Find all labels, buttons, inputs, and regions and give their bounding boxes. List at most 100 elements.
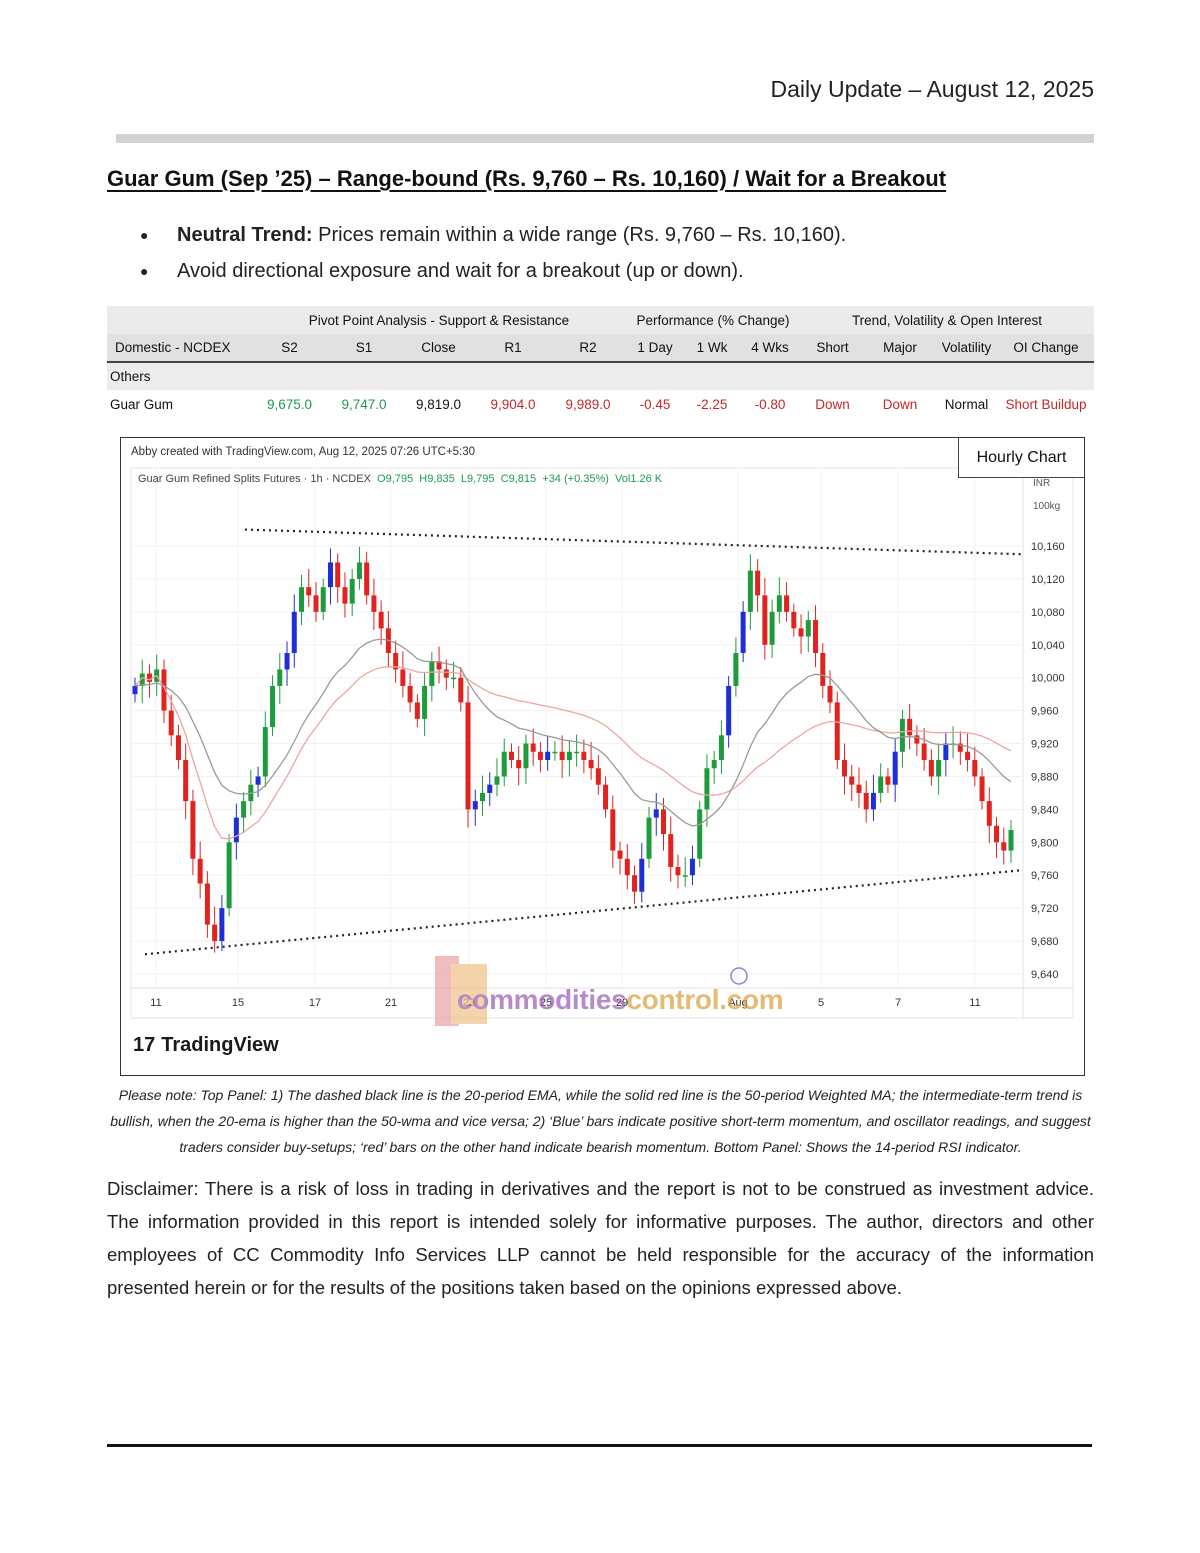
candle-body bbox=[856, 784, 862, 793]
candle-body bbox=[914, 735, 920, 744]
y-tick-label: 10,160 bbox=[1031, 541, 1065, 553]
candle-body bbox=[603, 784, 609, 810]
candle-body bbox=[559, 751, 565, 760]
watermark-shape bbox=[451, 964, 487, 1024]
x-tick-label: 5 bbox=[818, 997, 824, 1009]
candle-body bbox=[537, 751, 543, 760]
tradingview-mark-icon: 17 bbox=[133, 1034, 156, 1056]
candle-body bbox=[1008, 829, 1014, 851]
y-tick-label: 9,680 bbox=[1031, 936, 1059, 948]
candle-body bbox=[422, 685, 428, 719]
x-tick-label: 15 bbox=[232, 997, 244, 1009]
candle-body bbox=[255, 776, 261, 785]
table-section-row: Others bbox=[107, 362, 1094, 390]
table-row: Guar Gum 9,675.0 9,747.0 9,819.0 9,904.0… bbox=[107, 390, 1094, 418]
candle-body bbox=[885, 776, 891, 785]
cell-commodity: Guar Gum bbox=[110, 396, 174, 412]
legend-close: C9,815 bbox=[500, 473, 537, 485]
legend-open: O9,795 bbox=[377, 473, 414, 485]
candle-body bbox=[863, 792, 869, 810]
candle-body bbox=[632, 875, 638, 892]
candle-body bbox=[443, 669, 449, 678]
candle-body bbox=[994, 825, 1000, 843]
candle-body bbox=[545, 751, 551, 760]
candle-body bbox=[306, 587, 312, 596]
candle-body bbox=[755, 570, 761, 596]
cell-r2: 9,989.0 bbox=[565, 396, 611, 412]
candle-body bbox=[299, 587, 305, 612]
tradingview-wordmark: TradingView bbox=[161, 1034, 279, 1056]
y-tick-label: 9,880 bbox=[1031, 771, 1059, 783]
y-tick-label: 9,960 bbox=[1031, 706, 1059, 718]
candle-body bbox=[972, 760, 978, 777]
candle-body bbox=[870, 792, 876, 810]
y-tick-label: 9,640 bbox=[1031, 969, 1059, 981]
col-header: Close bbox=[401, 334, 476, 363]
candle-body bbox=[718, 735, 724, 760]
candle-body bbox=[429, 661, 435, 686]
candle-body bbox=[711, 760, 717, 769]
y-tick-label: 10,000 bbox=[1031, 673, 1065, 685]
candle-body bbox=[921, 743, 927, 760]
candle-body bbox=[183, 760, 189, 802]
support-trendline bbox=[144, 869, 1022, 956]
watermark-text: commoditiescontrol.com bbox=[457, 984, 784, 1016]
cell-s1: 9,747.0 bbox=[341, 396, 387, 412]
candle-body bbox=[465, 702, 471, 810]
col-header: S1 bbox=[327, 334, 401, 363]
hourly-chart: 10,160 10,120 10,080 10,040 10,000 9,960 9,920… bbox=[120, 437, 1085, 1076]
candle-body bbox=[776, 595, 782, 612]
candle-body bbox=[523, 743, 529, 769]
candle-body bbox=[233, 817, 239, 843]
candle-body bbox=[957, 743, 963, 752]
bullet-dot-icon: ● bbox=[140, 263, 149, 279]
candle-body bbox=[595, 768, 601, 785]
candle-body bbox=[530, 743, 536, 752]
chart-legend: Guar Gum Refined Splits Futures · 1h · N… bbox=[138, 473, 662, 485]
table-group-header: Pivot Point Analysis - Support & Resista… bbox=[107, 306, 1094, 334]
candle-body bbox=[364, 562, 370, 596]
candle-body bbox=[704, 768, 710, 810]
candle-body bbox=[480, 792, 486, 802]
candle-body bbox=[769, 611, 775, 645]
cell-s2: 9,675.0 bbox=[266, 396, 313, 412]
x-tick-label: Aug bbox=[728, 997, 748, 1009]
unit-label: INR bbox=[1033, 478, 1050, 489]
candle-body bbox=[436, 661, 442, 670]
candle-body bbox=[820, 653, 826, 686]
candle-body bbox=[610, 809, 616, 851]
candle-body bbox=[356, 562, 362, 579]
col-header: S2 bbox=[252, 334, 327, 363]
candle-body bbox=[639, 858, 645, 892]
candle-body bbox=[552, 751, 558, 754]
candle-body bbox=[928, 760, 934, 777]
candle-body bbox=[190, 801, 196, 859]
bullet-text: Prices remain within a wide range (Rs. 9… bbox=[312, 224, 847, 246]
chart-note: Please note: Top Panel: 1) The dashed bl… bbox=[110, 1087, 1091, 1155]
report-title: Guar Gum (Sep ’25) – Range-bound (Rs. 9,… bbox=[107, 166, 947, 191]
candle-body bbox=[407, 685, 413, 703]
section-label: Others bbox=[107, 362, 252, 390]
scroll-right-icon bbox=[730, 967, 748, 985]
cell-4wks: -0.80 bbox=[754, 396, 786, 412]
cell-1day: -0.45 bbox=[639, 396, 671, 412]
candle-body bbox=[487, 784, 493, 793]
bullet-list: ● Neutral Trend: Prices remain within a … bbox=[140, 222, 846, 294]
y-tick-label: 9,920 bbox=[1031, 739, 1059, 751]
candle-body bbox=[472, 801, 478, 810]
x-tick-label: 11 bbox=[969, 997, 980, 1009]
candle-body bbox=[899, 718, 905, 752]
table-column-header: Domestic - NCDEX S2 S1 Close R1 R2 1 Day… bbox=[107, 334, 1094, 363]
candle-body bbox=[892, 751, 898, 785]
candle-body bbox=[943, 743, 949, 760]
cell-r1: 9,904.0 bbox=[490, 396, 536, 412]
unit-label: 100kg bbox=[1033, 501, 1060, 512]
y-tick-label: 10,040 bbox=[1031, 640, 1065, 652]
candle-body bbox=[762, 595, 768, 645]
ema-20-line bbox=[134, 638, 1012, 827]
candle-body bbox=[139, 673, 145, 686]
commoditiescontrol-watermark: commoditiescontrol.com bbox=[421, 956, 784, 1034]
candle-body bbox=[617, 850, 623, 859]
candle-body bbox=[907, 718, 913, 736]
y-tick-label: 10,120 bbox=[1031, 574, 1065, 586]
